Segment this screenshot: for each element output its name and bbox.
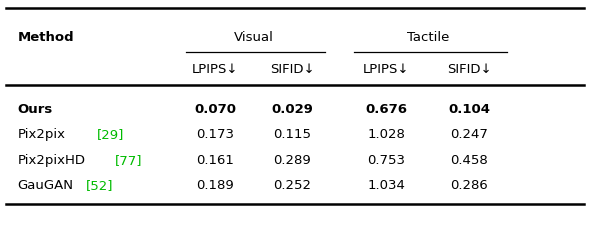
Text: LPIPS↓: LPIPS↓: [192, 63, 238, 76]
Text: 0.753: 0.753: [368, 153, 405, 166]
Text: 0.252: 0.252: [273, 178, 311, 191]
Text: Tactile: Tactile: [407, 30, 449, 43]
Text: 0.247: 0.247: [450, 128, 488, 140]
Text: 1.034: 1.034: [368, 178, 405, 191]
Text: Pix2pix: Pix2pix: [18, 128, 65, 140]
Text: [52]: [52]: [86, 178, 113, 191]
Text: Visual: Visual: [234, 30, 274, 43]
Text: 0.286: 0.286: [450, 178, 488, 191]
Text: 0.161: 0.161: [196, 153, 234, 166]
Text: 0.289: 0.289: [273, 153, 311, 166]
Text: LPIPS↓: LPIPS↓: [363, 63, 409, 76]
Text: SIFID↓: SIFID↓: [447, 63, 491, 76]
Text: [77]: [77]: [115, 153, 143, 166]
Text: Ours: Ours: [18, 102, 53, 115]
Text: 0.104: 0.104: [448, 102, 490, 115]
Text: Method: Method: [18, 30, 74, 43]
Text: 0.070: 0.070: [194, 102, 237, 115]
Text: 0.458: 0.458: [450, 153, 488, 166]
Text: GauGAN: GauGAN: [18, 178, 74, 191]
Text: [29]: [29]: [97, 128, 124, 140]
Text: 0.189: 0.189: [196, 178, 234, 191]
Text: 0.676: 0.676: [365, 102, 408, 115]
Text: 1.028: 1.028: [368, 128, 405, 140]
Text: Pix2pixHD: Pix2pixHD: [18, 153, 86, 166]
Text: 0.173: 0.173: [196, 128, 234, 140]
Text: SIFID↓: SIFID↓: [270, 63, 314, 76]
Text: 0.029: 0.029: [271, 102, 313, 115]
Text: 0.115: 0.115: [273, 128, 311, 140]
